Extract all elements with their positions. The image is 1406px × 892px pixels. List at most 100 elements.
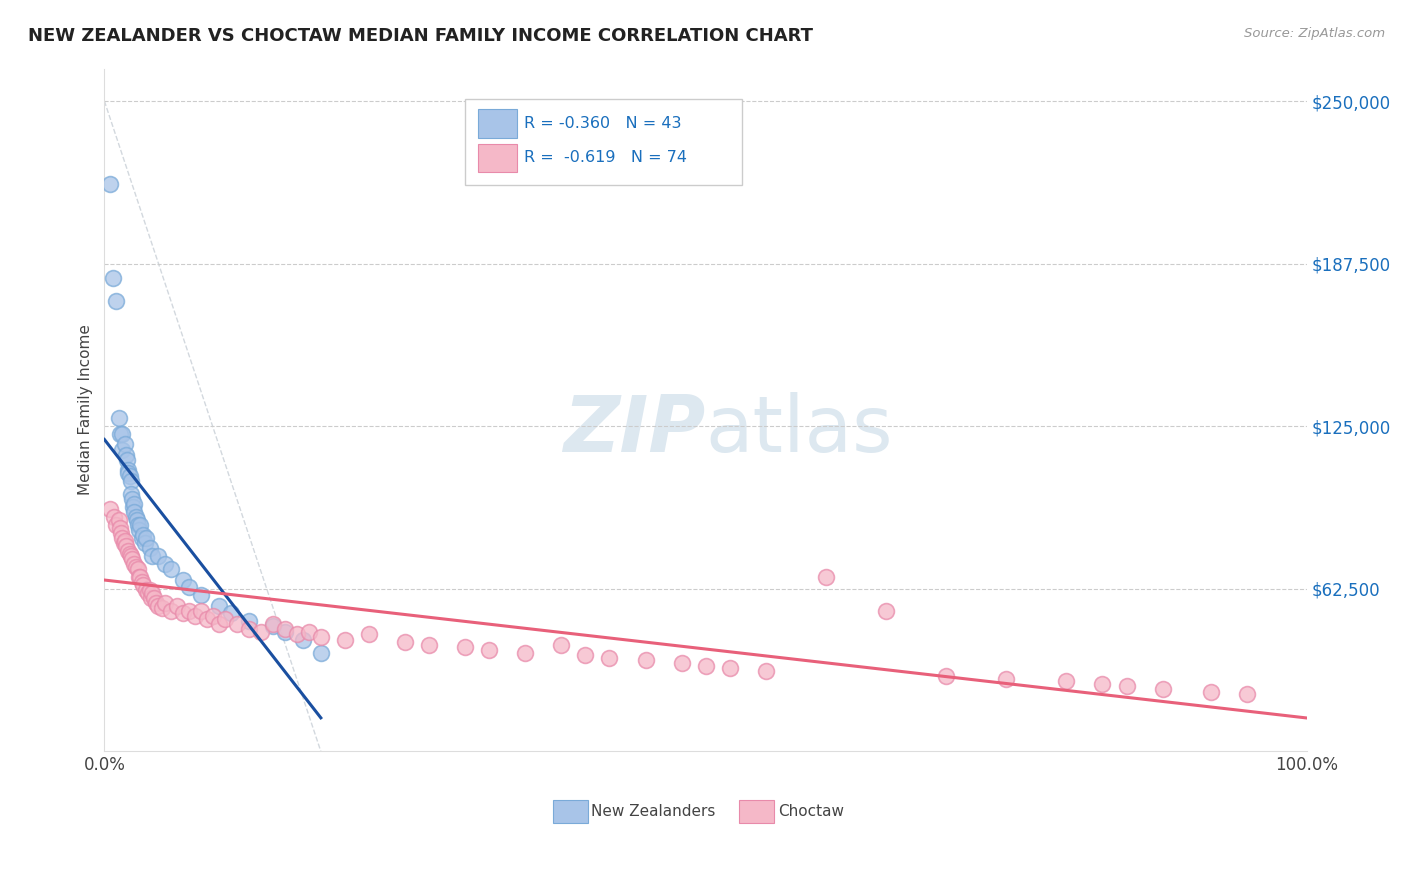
Point	[357, 627, 380, 641]
Text: NEW ZEALANDER VS CHOCTAW MEDIAN FAMILY INCOME CORRELATION CHART: NEW ZEALANDER VS CHOCTAW MEDIAN FAMILY I…	[28, 27, 813, 45]
Point	[129, 518, 152, 533]
Point	[190, 588, 212, 602]
Point	[394, 635, 416, 649]
Point	[124, 505, 146, 519]
Point	[1054, 674, 1077, 689]
Point	[177, 581, 200, 595]
Point	[101, 271, 124, 285]
Point	[108, 513, 131, 527]
Point	[274, 622, 297, 636]
Point	[454, 640, 477, 655]
Point	[141, 585, 163, 599]
Point	[195, 612, 218, 626]
Point	[1091, 677, 1114, 691]
Text: R =  -0.619   N = 74: R = -0.619 N = 74	[524, 151, 688, 166]
Point	[124, 557, 146, 571]
Point	[207, 599, 229, 613]
Point	[135, 583, 157, 598]
Point	[172, 573, 194, 587]
Point	[190, 604, 212, 618]
Point	[309, 630, 332, 644]
Point	[150, 601, 173, 615]
Point	[115, 539, 138, 553]
Point	[515, 646, 537, 660]
Point	[103, 510, 125, 524]
Point	[262, 616, 284, 631]
Point	[574, 648, 596, 662]
Point	[1115, 679, 1137, 693]
Point	[132, 578, 155, 592]
Point	[159, 562, 181, 576]
Point	[100, 502, 122, 516]
Point	[141, 591, 163, 605]
Point	[122, 500, 145, 514]
Point	[262, 619, 284, 633]
Point	[141, 549, 163, 564]
Point	[207, 616, 229, 631]
FancyBboxPatch shape	[478, 144, 517, 172]
Point	[132, 528, 155, 542]
Point	[115, 448, 138, 462]
Text: atlas: atlas	[706, 392, 893, 468]
Point	[118, 547, 141, 561]
FancyBboxPatch shape	[553, 800, 588, 823]
Point	[115, 453, 138, 467]
Point	[183, 609, 205, 624]
Point	[285, 627, 308, 641]
Point	[298, 624, 321, 639]
Y-axis label: Median Family Income: Median Family Income	[79, 325, 93, 495]
Point	[309, 646, 332, 660]
Point	[214, 612, 236, 626]
Point	[120, 549, 142, 564]
Point	[142, 591, 165, 605]
Point	[128, 570, 150, 584]
Point	[418, 638, 440, 652]
Point	[634, 653, 657, 667]
Text: Choctaw: Choctaw	[778, 804, 844, 819]
Point	[291, 632, 314, 647]
Point	[814, 570, 837, 584]
Point	[148, 599, 170, 613]
Point	[153, 557, 176, 571]
Point	[238, 615, 260, 629]
Point	[110, 525, 132, 540]
Point	[120, 487, 142, 501]
Point	[1152, 681, 1174, 696]
Point	[219, 607, 242, 621]
Point	[225, 616, 247, 631]
Point	[111, 442, 134, 457]
Point	[120, 474, 142, 488]
FancyBboxPatch shape	[465, 99, 742, 185]
Point	[550, 638, 572, 652]
Point	[249, 624, 271, 639]
Point	[129, 570, 152, 584]
Text: New Zealanders: New Zealanders	[592, 804, 716, 819]
Point	[124, 510, 146, 524]
Text: Source: ZipAtlas.com: Source: ZipAtlas.com	[1244, 27, 1385, 40]
Point	[671, 656, 693, 670]
Point	[111, 427, 134, 442]
Point	[121, 552, 143, 566]
Point	[148, 549, 170, 564]
Point	[875, 604, 897, 618]
Point	[159, 604, 181, 618]
Point	[108, 411, 131, 425]
Point	[136, 585, 159, 599]
Point	[177, 604, 200, 618]
Point	[598, 650, 620, 665]
FancyBboxPatch shape	[740, 800, 775, 823]
Point	[111, 531, 134, 545]
Point	[108, 427, 131, 442]
Point	[114, 437, 136, 451]
Point	[108, 521, 131, 535]
Point	[333, 632, 356, 647]
Point	[755, 664, 778, 678]
Point	[153, 596, 176, 610]
Point	[1236, 687, 1258, 701]
Point	[718, 661, 741, 675]
Point	[117, 466, 139, 480]
Point	[127, 518, 149, 533]
Point	[172, 607, 194, 621]
Point	[935, 669, 957, 683]
Point	[131, 575, 153, 590]
